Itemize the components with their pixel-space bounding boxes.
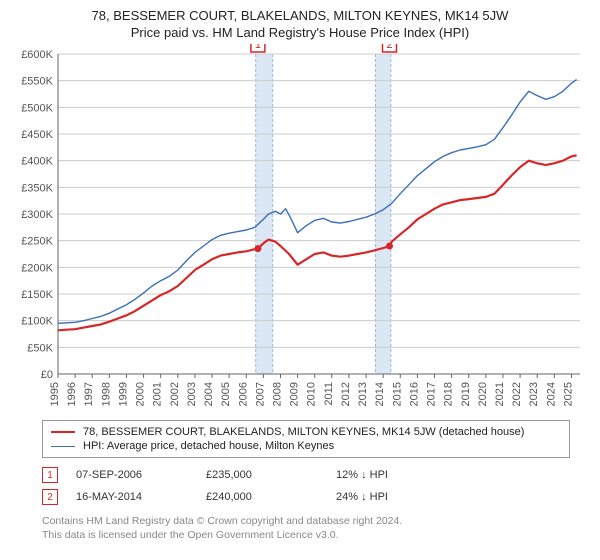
legend-item: HPI: Average price, detached house, Milt… [51, 439, 561, 453]
svg-text:2010: 2010 [306, 382, 318, 406]
svg-text:2022: 2022 [511, 382, 523, 406]
svg-text:2018: 2018 [443, 382, 455, 406]
chart-container: 78, BESSEMER COURT, BLAKELANDS, MILTON K… [0, 0, 600, 542]
svg-text:2007: 2007 [254, 382, 266, 406]
legend-label: HPI: Average price, detached house, Milt… [83, 440, 334, 452]
svg-text:2013: 2013 [357, 382, 369, 406]
titles: 78, BESSEMER COURT, BLAKELANDS, MILTON K… [0, 0, 600, 44]
svg-text:2003: 2003 [186, 382, 198, 406]
sale-delta: 12% ↓ HPI [336, 469, 466, 481]
svg-text:£550K: £550K [21, 76, 53, 88]
svg-text:2020: 2020 [477, 382, 489, 406]
chart-area: £0 £50K £100K £150K £200K £250K £300K £350K £400… [10, 44, 590, 414]
svg-text:£150K: £150K [21, 289, 53, 301]
svg-text:2024: 2024 [545, 382, 557, 406]
footer-line: Contains HM Land Registry data © Crown c… [42, 514, 570, 528]
sale-date: 16-MAY-2014 [76, 491, 206, 503]
sale-marker-icon: 2 [42, 489, 58, 505]
legend: 78, BESSEMER COURT, BLAKELANDS, MILTON K… [42, 420, 570, 458]
svg-text:2002: 2002 [169, 382, 181, 406]
svg-text:1996: 1996 [66, 382, 78, 406]
svg-text:£300K: £300K [21, 209, 53, 221]
sales-table: 1 07-SEP-2006 £235,000 12% ↓ HPI 2 16-MA… [42, 464, 570, 508]
svg-text:£50K: £50K [27, 342, 53, 354]
svg-text:£500K: £500K [21, 102, 53, 114]
legend-item: 78, BESSEMER COURT, BLAKELANDS, MILTON K… [51, 425, 561, 439]
svg-text:£400K: £400K [21, 156, 53, 168]
sale-price: £235,000 [206, 469, 336, 481]
svg-text:1: 1 [255, 44, 261, 51]
svg-text:2023: 2023 [528, 382, 540, 406]
legend-swatch [51, 446, 75, 447]
sales-row: 1 07-SEP-2006 £235,000 12% ↓ HPI [42, 464, 570, 486]
svg-text:1995: 1995 [49, 382, 61, 406]
legend-swatch [51, 431, 75, 433]
svg-text:2: 2 [386, 44, 392, 51]
svg-text:2012: 2012 [340, 382, 352, 406]
svg-text:2006: 2006 [237, 382, 249, 406]
sales-row: 2 16-MAY-2014 £240,000 24% ↓ HPI [42, 486, 570, 508]
sale-date: 07-SEP-2006 [76, 469, 206, 481]
svg-text:2011: 2011 [323, 382, 335, 406]
svg-text:2000: 2000 [135, 382, 147, 406]
svg-text:2009: 2009 [289, 382, 301, 406]
svg-text:£350K: £350K [21, 182, 53, 194]
svg-text:£250K: £250K [21, 236, 53, 248]
svg-text:2016: 2016 [408, 382, 420, 406]
svg-text:2019: 2019 [460, 382, 472, 406]
svg-text:2015: 2015 [391, 382, 403, 406]
svg-text:2001: 2001 [152, 382, 164, 406]
svg-text:2017: 2017 [426, 382, 438, 406]
line-chart-svg: £0 £50K £100K £150K £200K £250K £300K £350K £400… [10, 44, 590, 414]
svg-text:£200K: £200K [21, 262, 53, 274]
title-main: 78, BESSEMER COURT, BLAKELANDS, MILTON K… [10, 8, 590, 23]
svg-text:1999: 1999 [117, 382, 129, 406]
legend-label: 78, BESSEMER COURT, BLAKELANDS, MILTON K… [83, 426, 524, 438]
svg-text:2005: 2005 [220, 382, 232, 406]
title-sub: Price paid vs. HM Land Registry's House … [10, 25, 590, 40]
svg-text:£100K: £100K [21, 316, 53, 328]
sale-marker-icon: 1 [42, 467, 58, 483]
svg-text:2004: 2004 [203, 382, 215, 406]
svg-text:£0: £0 [41, 369, 53, 381]
footer: Contains HM Land Registry data © Crown c… [42, 514, 570, 542]
svg-text:2025: 2025 [562, 382, 574, 406]
svg-text:1998: 1998 [100, 382, 112, 406]
svg-text:2021: 2021 [494, 382, 506, 406]
svg-text:£600K: £600K [21, 49, 53, 61]
sale-delta: 24% ↓ HPI [336, 491, 466, 503]
svg-text:£450K: £450K [21, 129, 53, 141]
footer-line: This data is licensed under the Open Gov… [42, 528, 570, 542]
svg-text:2008: 2008 [271, 382, 283, 406]
svg-text:2014: 2014 [374, 382, 386, 406]
svg-text:1997: 1997 [83, 382, 95, 406]
sale-price: £240,000 [206, 491, 336, 503]
